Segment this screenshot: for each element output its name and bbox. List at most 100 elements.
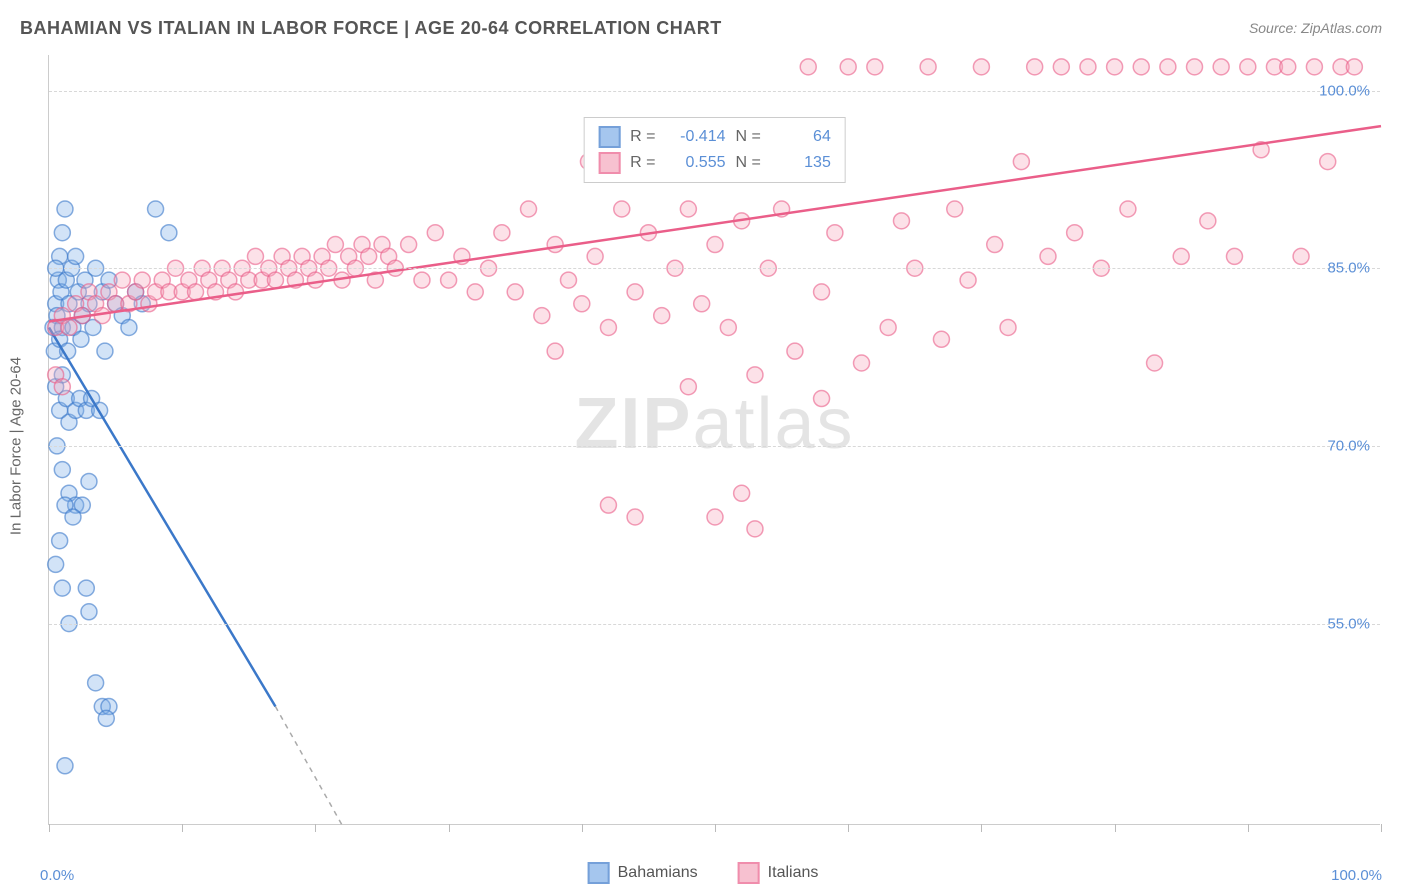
x-tick <box>49 824 50 832</box>
gridline <box>49 268 1380 269</box>
data-point <box>1200 213 1216 229</box>
data-point <box>1053 59 1069 75</box>
legend-item-bahamians: Bahamians <box>588 862 698 884</box>
data-point <box>920 59 936 75</box>
data-point <box>893 213 909 229</box>
data-point <box>1000 319 1016 335</box>
x-tick <box>582 824 583 832</box>
data-point <box>148 201 164 217</box>
data-point <box>987 237 1003 253</box>
swatch-italians-bottom <box>738 862 760 884</box>
data-point <box>814 284 830 300</box>
x-tick <box>1381 824 1382 832</box>
data-point <box>54 379 70 395</box>
data-point <box>81 604 97 620</box>
data-point <box>973 59 989 75</box>
r-label: R = <box>630 128 655 146</box>
data-point <box>521 201 537 217</box>
legend-label-bahamians: Bahamians <box>618 864 698 882</box>
n-label: N = <box>736 128 761 146</box>
data-point <box>114 272 130 288</box>
y-tick-label: 55.0% <box>1327 615 1370 632</box>
data-point <box>57 758 73 774</box>
data-point <box>52 533 68 549</box>
data-point <box>54 225 70 241</box>
data-point <box>680 379 696 395</box>
data-point <box>1160 59 1176 75</box>
data-point <box>1147 355 1163 371</box>
x-tick <box>182 824 183 832</box>
data-point <box>227 284 243 300</box>
data-point <box>574 296 590 312</box>
data-point <box>57 201 73 217</box>
data-point <box>134 272 150 288</box>
data-point <box>1120 201 1136 217</box>
data-point <box>694 296 710 312</box>
gridline <box>49 624 1380 625</box>
data-point <box>1107 59 1123 75</box>
data-point <box>327 237 343 253</box>
y-tick-label: 100.0% <box>1319 82 1370 99</box>
data-point <box>600 497 616 513</box>
data-point <box>73 331 89 347</box>
data-point <box>494 225 510 241</box>
y-axis-title: In Labor Force | Age 20-64 <box>8 357 25 535</box>
data-point <box>48 556 64 572</box>
data-point <box>361 248 377 264</box>
legend-row-italians: R = 0.555 N = 135 <box>598 150 831 176</box>
x-tick <box>1248 824 1249 832</box>
data-point <box>1293 248 1309 264</box>
data-point <box>81 473 97 489</box>
legend-label-italians: Italians <box>768 864 819 882</box>
data-point <box>247 248 263 264</box>
data-point <box>787 343 803 359</box>
data-point <box>401 237 417 253</box>
data-point <box>1226 248 1242 264</box>
trend-line <box>49 327 275 706</box>
legend-item-italians: Italians <box>738 862 819 884</box>
data-point <box>98 710 114 726</box>
data-point <box>65 509 81 525</box>
x-tick <box>1115 824 1116 832</box>
data-point <box>161 225 177 241</box>
data-point <box>680 201 696 217</box>
data-point <box>427 225 443 241</box>
data-point <box>78 580 94 596</box>
data-point <box>734 485 750 501</box>
chart-title: BAHAMIAN VS ITALIAN IN LABOR FORCE | AGE… <box>20 18 722 39</box>
data-point <box>747 367 763 383</box>
n-value-italians: 135 <box>771 154 831 172</box>
y-tick-label: 85.0% <box>1327 260 1370 277</box>
data-point <box>441 272 457 288</box>
legend-row-bahamians: R = -0.414 N = 64 <box>598 124 831 150</box>
gridline <box>49 446 1380 447</box>
data-point <box>1187 59 1203 75</box>
data-point <box>707 237 723 253</box>
data-point <box>61 319 77 335</box>
x-tick <box>715 824 716 832</box>
data-point <box>188 284 204 300</box>
data-point <box>814 391 830 407</box>
data-point <box>547 237 563 253</box>
data-point <box>307 272 323 288</box>
data-point <box>1013 154 1029 170</box>
x-tick <box>315 824 316 832</box>
swatch-bahamians-bottom <box>588 862 610 884</box>
data-point <box>1027 59 1043 75</box>
n-label: N = <box>736 154 761 172</box>
data-point <box>707 509 723 525</box>
data-point <box>534 308 550 324</box>
x-tick <box>449 824 450 832</box>
data-point <box>1306 59 1322 75</box>
data-point <box>1173 248 1189 264</box>
data-point <box>933 331 949 347</box>
data-point <box>627 509 643 525</box>
data-point <box>467 284 483 300</box>
data-point <box>947 201 963 217</box>
data-point <box>414 272 430 288</box>
data-point <box>800 59 816 75</box>
x-tick <box>981 824 982 832</box>
y-tick-label: 70.0% <box>1327 437 1370 454</box>
data-point <box>654 308 670 324</box>
data-point <box>1320 154 1336 170</box>
